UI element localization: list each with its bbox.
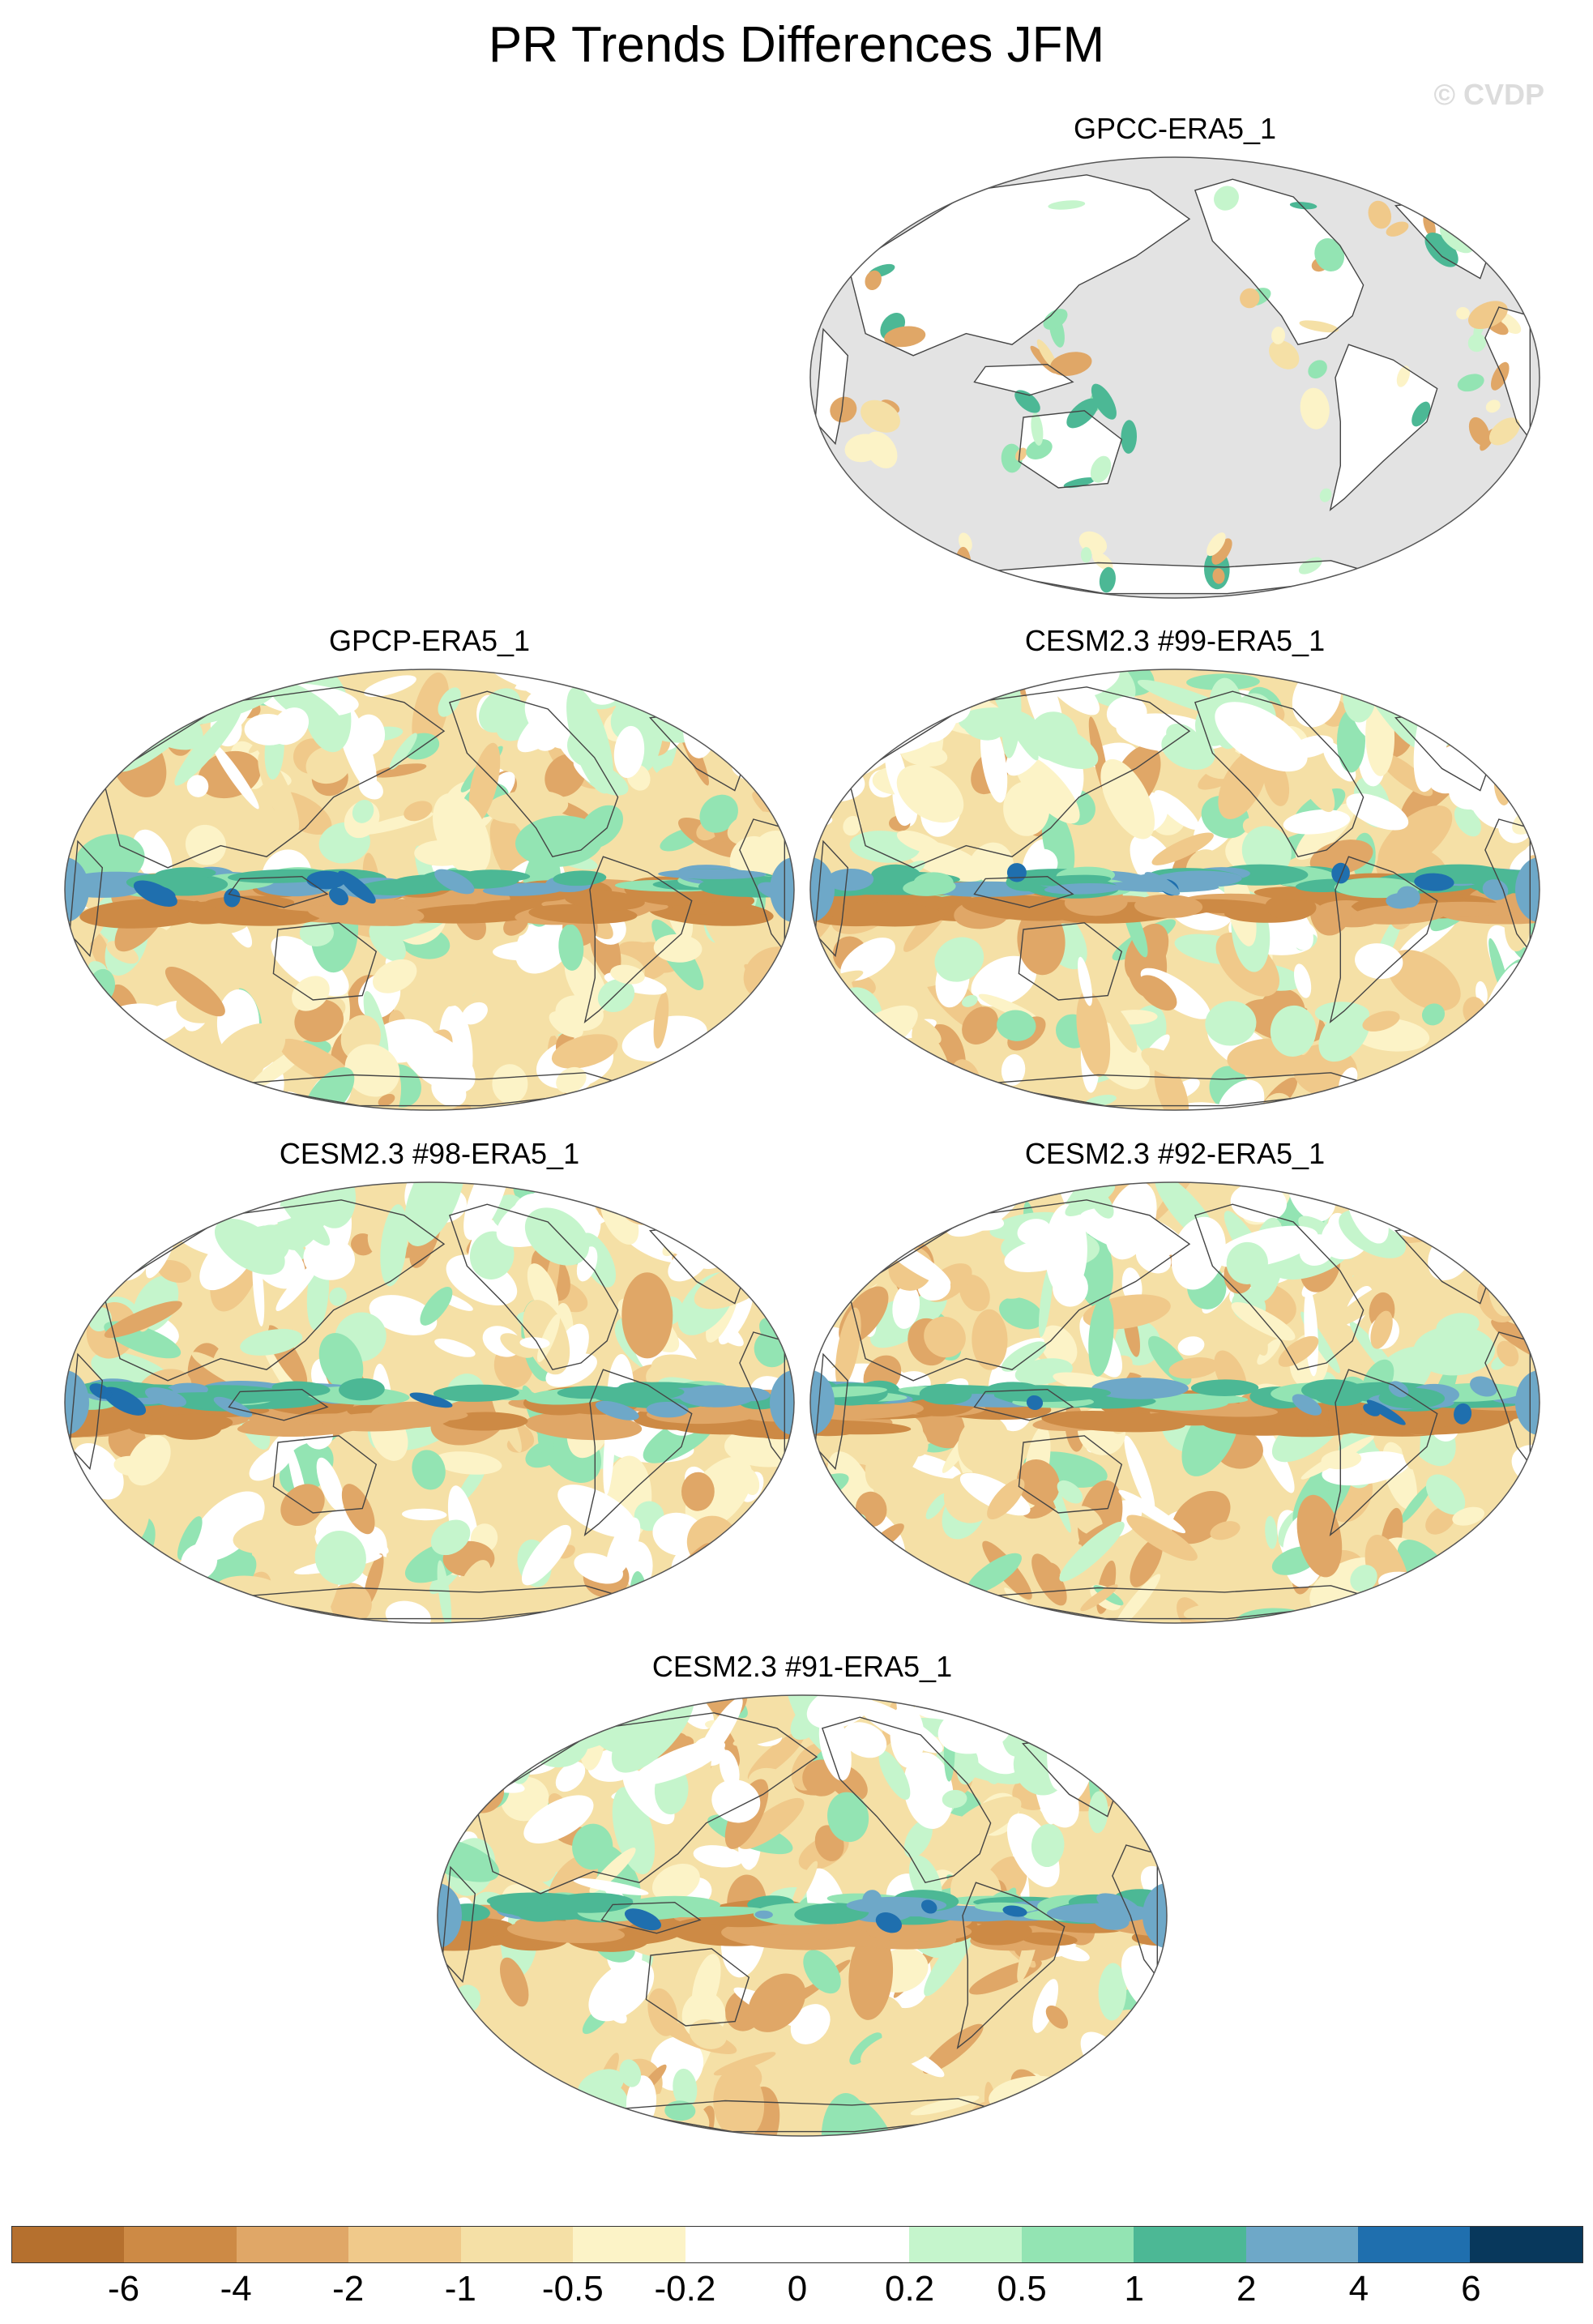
panel-title: CESM2.3 #98-ERA5_1 — [279, 1137, 580, 1170]
colorbar-label: -2 — [332, 2269, 365, 2309]
colorbar-box — [1358, 2227, 1471, 2262]
panel-title: CESM2.3 #99-ERA5_1 — [1024, 624, 1326, 657]
coastline — [1194, 690, 1365, 857]
coastline — [973, 1388, 1074, 1421]
coastline — [1194, 1203, 1365, 1370]
coastline — [814, 1352, 849, 1471]
coastline — [1018, 410, 1123, 489]
panel-title: CESM2.3 #91-ERA5_1 — [651, 1650, 953, 1683]
coastline — [228, 1388, 329, 1421]
coastline — [848, 174, 1191, 357]
colorbar-box — [685, 2227, 797, 2262]
map-outline — [809, 1181, 1540, 1624]
colorbar-label: -4 — [220, 2269, 252, 2309]
colorbar-box — [1021, 2227, 1134, 2262]
colorbar-label: 4 — [1348, 2269, 1369, 2309]
colorbar-label: 0.2 — [884, 2269, 935, 2309]
coastline — [645, 1948, 750, 2027]
coastline — [814, 839, 849, 958]
coastline — [600, 1901, 702, 1934]
coastline — [814, 327, 849, 446]
colorbar-box — [12, 2227, 125, 2262]
colorbar-box — [1245, 2227, 1359, 2262]
watermark: © CVDP — [1433, 78, 1544, 111]
map-gpcc — [809, 156, 1540, 599]
map-panel-gpcp: GPCP-ERA5_1 — [57, 624, 802, 1118]
map-panel-cesm98: CESM2.3 #98-ERA5_1 — [57, 1137, 802, 1631]
map-field — [810, 669, 1540, 1110]
colorbar-label: -0.5 — [541, 2269, 604, 2309]
map-panel-gpcc: GPCC-ERA5_1 — [802, 112, 1548, 606]
map-field — [810, 157, 1540, 598]
coastline — [1329, 856, 1438, 1023]
colorbar-box — [1134, 2227, 1246, 2262]
colorbar-box — [124, 2227, 237, 2262]
colorbar-label: 0.5 — [997, 2269, 1047, 2309]
coastline — [69, 839, 104, 958]
colorbar-box — [236, 2227, 349, 2262]
coastline — [973, 875, 1074, 908]
map-cesm92 — [809, 1181, 1540, 1624]
coastline — [1329, 344, 1438, 511]
coastline — [102, 1199, 446, 1382]
colorbar-box — [348, 2227, 461, 2262]
coastline — [272, 1435, 378, 1514]
map-outline — [64, 669, 795, 1111]
coastline — [973, 363, 1074, 396]
coastline — [583, 856, 693, 1023]
map-panel-cesm92: CESM2.3 #92-ERA5_1 — [802, 1137, 1548, 1631]
coastline — [956, 1882, 1066, 2049]
coastline — [449, 1203, 619, 1370]
coastline — [272, 922, 378, 1001]
map-panel-cesm91: CESM2.3 #91-ERA5_1 — [429, 1650, 1175, 2144]
map-field — [65, 669, 794, 1110]
map-outline — [809, 156, 1540, 599]
map-outline — [437, 1694, 1168, 2137]
coastline — [1194, 178, 1365, 345]
panel-title: GPCP-ERA5_1 — [328, 624, 531, 657]
colorbar — [11, 2226, 1583, 2263]
coastline — [228, 875, 329, 908]
colorbar-label: -6 — [108, 2269, 140, 2309]
map-gpcp — [64, 669, 795, 1111]
colorbar-label: 0 — [787, 2269, 808, 2309]
coastline — [69, 1352, 104, 1471]
colorbar-label: 2 — [1236, 2269, 1257, 2309]
coastline — [583, 1369, 693, 1536]
panel-title: CESM2.3 #92-ERA5_1 — [1024, 1137, 1326, 1170]
colorbar-labels: -6 -4 -2 -1 -0.5 -0.2 0 0.2 0.5 1 2 4 6 — [0, 2269, 1593, 2318]
map-cesm99 — [809, 669, 1540, 1111]
colorbar-box — [1470, 2227, 1582, 2262]
coastline — [1018, 922, 1123, 1001]
colorbar-box — [573, 2227, 685, 2262]
map-panel-cesm99: CESM2.3 #99-ERA5_1 — [802, 624, 1548, 1118]
coastline — [848, 686, 1191, 869]
map-outline — [64, 1181, 795, 1624]
coastline — [102, 686, 446, 869]
map-outline — [809, 669, 1540, 1111]
colorbar-label: 1 — [1124, 2269, 1144, 2309]
coastline — [475, 1712, 818, 1895]
map-field — [65, 1182, 794, 1623]
coastline — [848, 1199, 1191, 1382]
figure-title: PR Trends Differences JFM — [488, 17, 1105, 73]
coastline — [442, 1865, 476, 1984]
map-cesm98 — [64, 1181, 795, 1624]
coastline — [449, 690, 619, 857]
map-cesm91 — [437, 1694, 1168, 2137]
map-field — [438, 1695, 1167, 2136]
colorbar-label: -0.2 — [654, 2269, 716, 2309]
colorbar-label: -1 — [444, 2269, 476, 2309]
coastline — [1018, 1435, 1123, 1514]
panel-title: GPCC-ERA5_1 — [1073, 112, 1277, 145]
colorbar-box — [796, 2227, 910, 2262]
coastline — [822, 1716, 992, 1883]
coastline — [1329, 1369, 1438, 1536]
colorbar-box — [909, 2227, 1022, 2262]
colorbar-label: 6 — [1461, 2269, 1481, 2309]
map-field — [810, 1182, 1540, 1623]
colorbar-box — [460, 2227, 574, 2262]
